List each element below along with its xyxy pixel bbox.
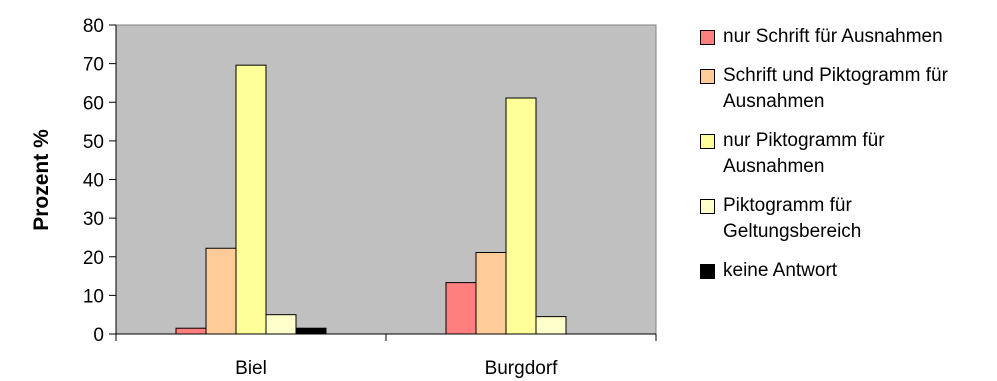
legend-swatch xyxy=(700,134,715,149)
bar-biel-series-1 xyxy=(175,327,207,335)
axes: Biel Burgdorf 0 10 20 30 40 50 60 70 80 xyxy=(83,16,657,379)
y-axis-label: Prozent % xyxy=(30,129,53,231)
bars xyxy=(175,64,567,335)
x-tick-label-burgdorf: Burgdorf xyxy=(485,358,559,379)
y-tick-label-80: 80 xyxy=(83,16,104,37)
bar-biel-series-3 xyxy=(235,64,267,335)
legend-swatch xyxy=(700,199,715,214)
y-tick-label-50: 50 xyxy=(83,132,104,153)
bar-biel-series-5 xyxy=(295,327,327,335)
y-tick-label-70: 70 xyxy=(83,55,104,76)
legend-swatch xyxy=(700,69,715,84)
plot-area xyxy=(115,24,657,335)
y-tick-label-30: 30 xyxy=(83,209,104,230)
legend-swatch xyxy=(700,30,715,45)
legend-swatch xyxy=(700,264,715,279)
legend-item-5: keine Antwort xyxy=(700,258,995,284)
y-tick-label-0: 0 xyxy=(93,325,104,346)
bar-burgdorf-series-3 xyxy=(505,97,537,335)
bar-biel-series-2 xyxy=(205,247,237,335)
y-tick-label-10: 10 xyxy=(83,286,104,307)
legend-item-4: Piktogramm für Geltungsbereich xyxy=(700,193,995,245)
legend-item-2: Schrift und Piktogramm für Ausnahmen xyxy=(700,63,995,115)
legend-label: Piktogramm für Geltungsbereich xyxy=(723,195,862,242)
legend-label: nur Schrift für Ausnahmen xyxy=(723,26,943,47)
legend-label: keine Antwort xyxy=(723,260,838,281)
legend-item-3: nur Piktogramm für Ausnahmen xyxy=(700,128,995,180)
y-tick-label-40: 40 xyxy=(83,171,104,192)
legend-label: nur Piktogramm für Ausnahmen xyxy=(723,130,885,177)
bar-chart: Biel Burgdorf 0 10 20 30 40 50 60 70 80 Prozent % xyxy=(30,16,657,379)
bar-burgdorf-series-1 xyxy=(445,282,477,335)
bar-burgdorf-series-2 xyxy=(475,252,507,335)
legend: nur Schrift für Ausnahmen Schrift und Pik… xyxy=(700,24,995,297)
x-tick-label-biel: Biel xyxy=(235,358,267,379)
y-tick-label-20: 20 xyxy=(83,248,104,269)
bar-burgdorf-series-4 xyxy=(535,316,567,335)
bar-biel-series-4 xyxy=(265,314,297,335)
y-tick-label-60: 60 xyxy=(83,93,104,114)
legend-item-1: nur Schrift für Ausnahmen xyxy=(700,24,995,50)
legend-label: Schrift und Piktogramm für Ausnahmen xyxy=(723,65,948,112)
